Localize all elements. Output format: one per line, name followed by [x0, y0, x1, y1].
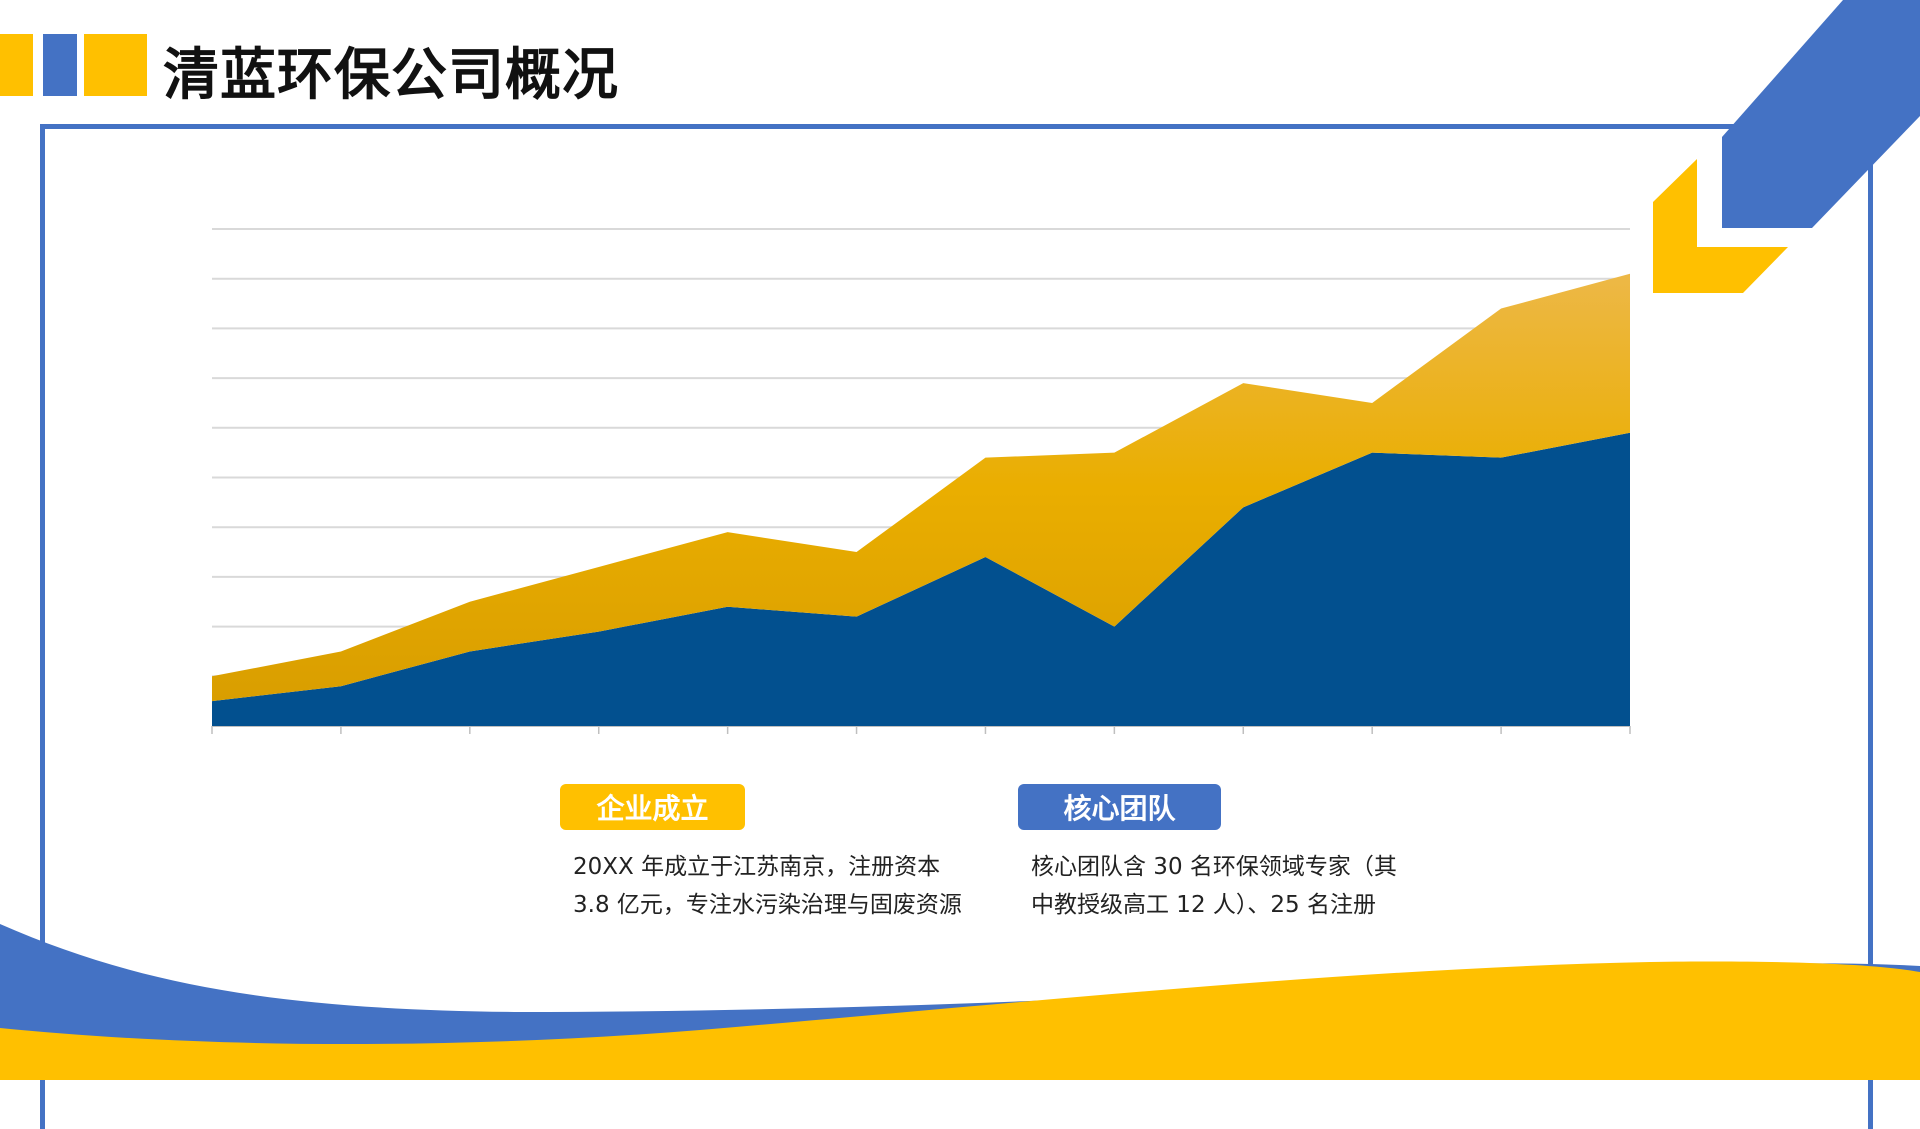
desc-line: 中教授级高工 12 人）、25 名注册: [1031, 892, 1376, 918]
desc-line: 核心团队含 30 名环保领域专家（其: [1031, 854, 1397, 880]
company-description: 20XX 年成立于江苏南京，注册资本 3.8 亿元，专注水污染治理与固废资源: [573, 848, 962, 924]
team-description: 核心团队含 30 名环保领域专家（其 中教授级高工 12 人）、25 名注册: [1031, 848, 1397, 924]
corner-decoration: [1653, 0, 1920, 293]
bottom-wave-decoration: [0, 924, 1920, 1080]
tag-company-founded: 企业成立: [560, 784, 745, 830]
desc-line: 20XX 年成立于江苏南京，注册资本: [573, 854, 941, 880]
stacked-area-chart: [211, 228, 1631, 734]
desc-line: 3.8 亿元，专注水污染治理与固废资源: [573, 892, 962, 918]
area-series-1: [212, 432, 1630, 726]
area-series-2: [212, 273, 1630, 702]
title-bar-yellow-left: [0, 34, 33, 96]
wave-yellow: [0, 961, 1920, 1080]
title-bar-yellow-right: [84, 34, 147, 96]
title-bar-blue: [43, 34, 77, 96]
page-title: 清蓝环保公司概况: [163, 43, 619, 108]
corner-yellow-chevron: [1653, 159, 1788, 293]
tag-core-team: 核心团队: [1018, 784, 1221, 830]
corner-blue-shape: [1722, 0, 1920, 228]
content-frame: [40, 124, 1873, 1129]
